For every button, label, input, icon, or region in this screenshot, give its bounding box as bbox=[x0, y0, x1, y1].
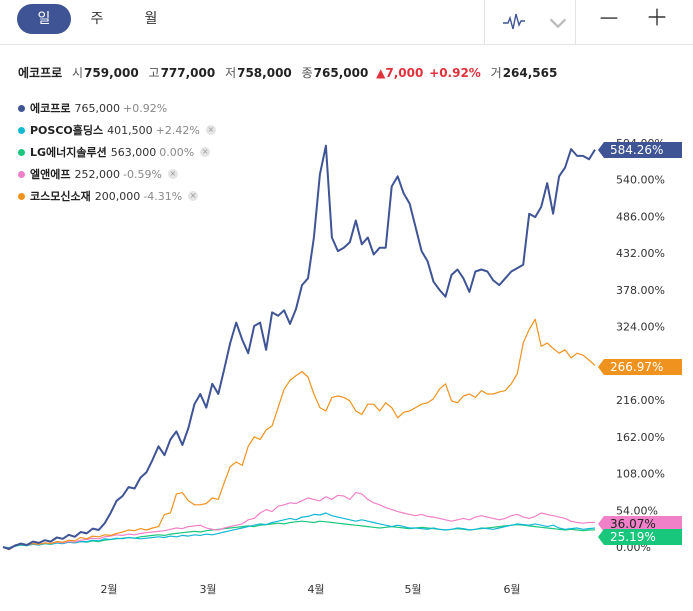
series-color-dot bbox=[18, 126, 25, 134]
low-value: 758,000 bbox=[237, 66, 292, 80]
series-line bbox=[2, 512, 596, 549]
x-tick-label: 3월 bbox=[199, 583, 216, 596]
y-tick-label: 378.00% bbox=[616, 284, 665, 297]
legend-name: 코스모신소재 bbox=[30, 190, 91, 203]
remove-series-button[interactable]: × bbox=[200, 147, 211, 157]
series-color-dot bbox=[18, 192, 25, 200]
legend-change: 0.00% bbox=[159, 145, 195, 159]
series-line bbox=[2, 144, 596, 550]
series-line bbox=[2, 492, 595, 550]
legend-item: POSCO홀딩스 401,500 +2.42% × bbox=[18, 119, 216, 141]
legend-item: LG에너지솔루션 563,000 0.00% × bbox=[18, 141, 216, 163]
legend-name: POSCO홀딩스 bbox=[30, 124, 104, 137]
legend-change: +0.92% bbox=[122, 101, 168, 115]
tab-monthly[interactable]: 월 bbox=[144, 11, 158, 27]
last-value-badge bbox=[598, 359, 682, 375]
line-chart-icon bbox=[503, 13, 525, 30]
chevron-down-icon bbox=[549, 18, 567, 29]
open-label: 시 bbox=[72, 66, 84, 80]
last-value-badge bbox=[598, 516, 682, 532]
change-amount: ▲7,000 bbox=[376, 66, 424, 80]
tab-daily[interactable]: 일 bbox=[17, 4, 71, 34]
legend-name: LG에너지솔루션 bbox=[30, 146, 107, 159]
price-summary: 에코프로 시759,000 고777,000 저758,000 종765,000… bbox=[18, 64, 557, 81]
legend-item: 코스모신소재 200,000 -4.31% × bbox=[18, 185, 216, 207]
y-tick-label: 108.00% bbox=[616, 468, 665, 481]
last-value-label: 584.26% bbox=[598, 142, 682, 158]
zoom-in-button[interactable] bbox=[644, 4, 670, 30]
last-value-text: 25.19% bbox=[610, 530, 656, 544]
close-value: 765,000 bbox=[313, 66, 369, 80]
last-value-text: 266.97% bbox=[610, 360, 663, 374]
last-value-label: 36.07% bbox=[598, 516, 682, 532]
series-line bbox=[2, 520, 596, 550]
open-value: 759,000 bbox=[84, 66, 139, 80]
last-value-label: 25.19% bbox=[598, 529, 682, 545]
legend-price: 563,000 bbox=[110, 145, 157, 159]
last-value-badge bbox=[598, 142, 682, 158]
volume-label: 거 bbox=[490, 66, 502, 80]
zoom-out-button[interactable] bbox=[596, 6, 622, 32]
x-tick-label: 4월 bbox=[307, 583, 324, 596]
stock-name: 에코프로 bbox=[18, 66, 63, 80]
y-tick-label: 324.00% bbox=[616, 321, 665, 334]
high-label: 고 bbox=[148, 66, 160, 80]
last-value-text: 36.07% bbox=[610, 517, 656, 531]
series-line bbox=[2, 318, 596, 551]
volume-value: 264,565 bbox=[502, 66, 558, 80]
legend-name: 에코프로 bbox=[30, 102, 71, 115]
y-tick-label: 216.00% bbox=[616, 394, 665, 407]
period-toolbar: 일 주 월 bbox=[0, 0, 693, 45]
legend-item: 에코프로 765,000 +0.92% bbox=[18, 97, 216, 119]
tab-weekly[interactable]: 주 bbox=[90, 11, 104, 27]
last-value-label: 266.97% bbox=[598, 359, 682, 375]
remove-series-button[interactable]: × bbox=[167, 169, 178, 179]
remove-series-button[interactable]: × bbox=[205, 125, 216, 135]
x-tick-label: 6월 bbox=[503, 583, 520, 596]
series-color-dot bbox=[18, 148, 25, 156]
last-value-text: 584.26% bbox=[610, 143, 663, 157]
remove-series-button[interactable]: × bbox=[188, 191, 199, 201]
y-tick-label: 54.00% bbox=[616, 504, 658, 517]
y-tick-label: 486.00% bbox=[616, 210, 665, 223]
legend-name: 엘앤에프 bbox=[30, 168, 71, 181]
legend: 에코프로 765,000 +0.92% POSCO홀딩스 401,500 +2.… bbox=[18, 97, 216, 207]
y-tick-label: 540.00% bbox=[616, 174, 665, 187]
y-tick-label: 432.00% bbox=[616, 247, 665, 260]
high-value: 777,000 bbox=[160, 66, 216, 80]
legend-price: 765,000 bbox=[74, 101, 120, 115]
legend-price: 252,000 bbox=[74, 167, 120, 181]
x-tick-label: 5월 bbox=[404, 583, 421, 596]
legend-price: 200,000 bbox=[94, 189, 141, 203]
legend-price: 401,500 bbox=[107, 123, 153, 137]
low-label: 저 bbox=[225, 66, 237, 80]
change-percent: +0.92% bbox=[429, 66, 481, 80]
x-tick-label: 2월 bbox=[100, 583, 117, 596]
close-label: 종 bbox=[301, 66, 313, 80]
chart-type-selector[interactable] bbox=[484, 0, 576, 44]
series-color-dot bbox=[18, 104, 25, 112]
series-color-dot bbox=[18, 170, 25, 178]
legend-item: 엘앤에프 252,000 -0.59% × bbox=[18, 163, 216, 185]
last-value-badge bbox=[598, 529, 682, 545]
legend-change: -0.59% bbox=[122, 167, 162, 181]
y-tick-label: 162.00% bbox=[616, 431, 665, 444]
legend-change: -4.31% bbox=[143, 189, 183, 203]
legend-change: +2.42% bbox=[155, 123, 200, 137]
